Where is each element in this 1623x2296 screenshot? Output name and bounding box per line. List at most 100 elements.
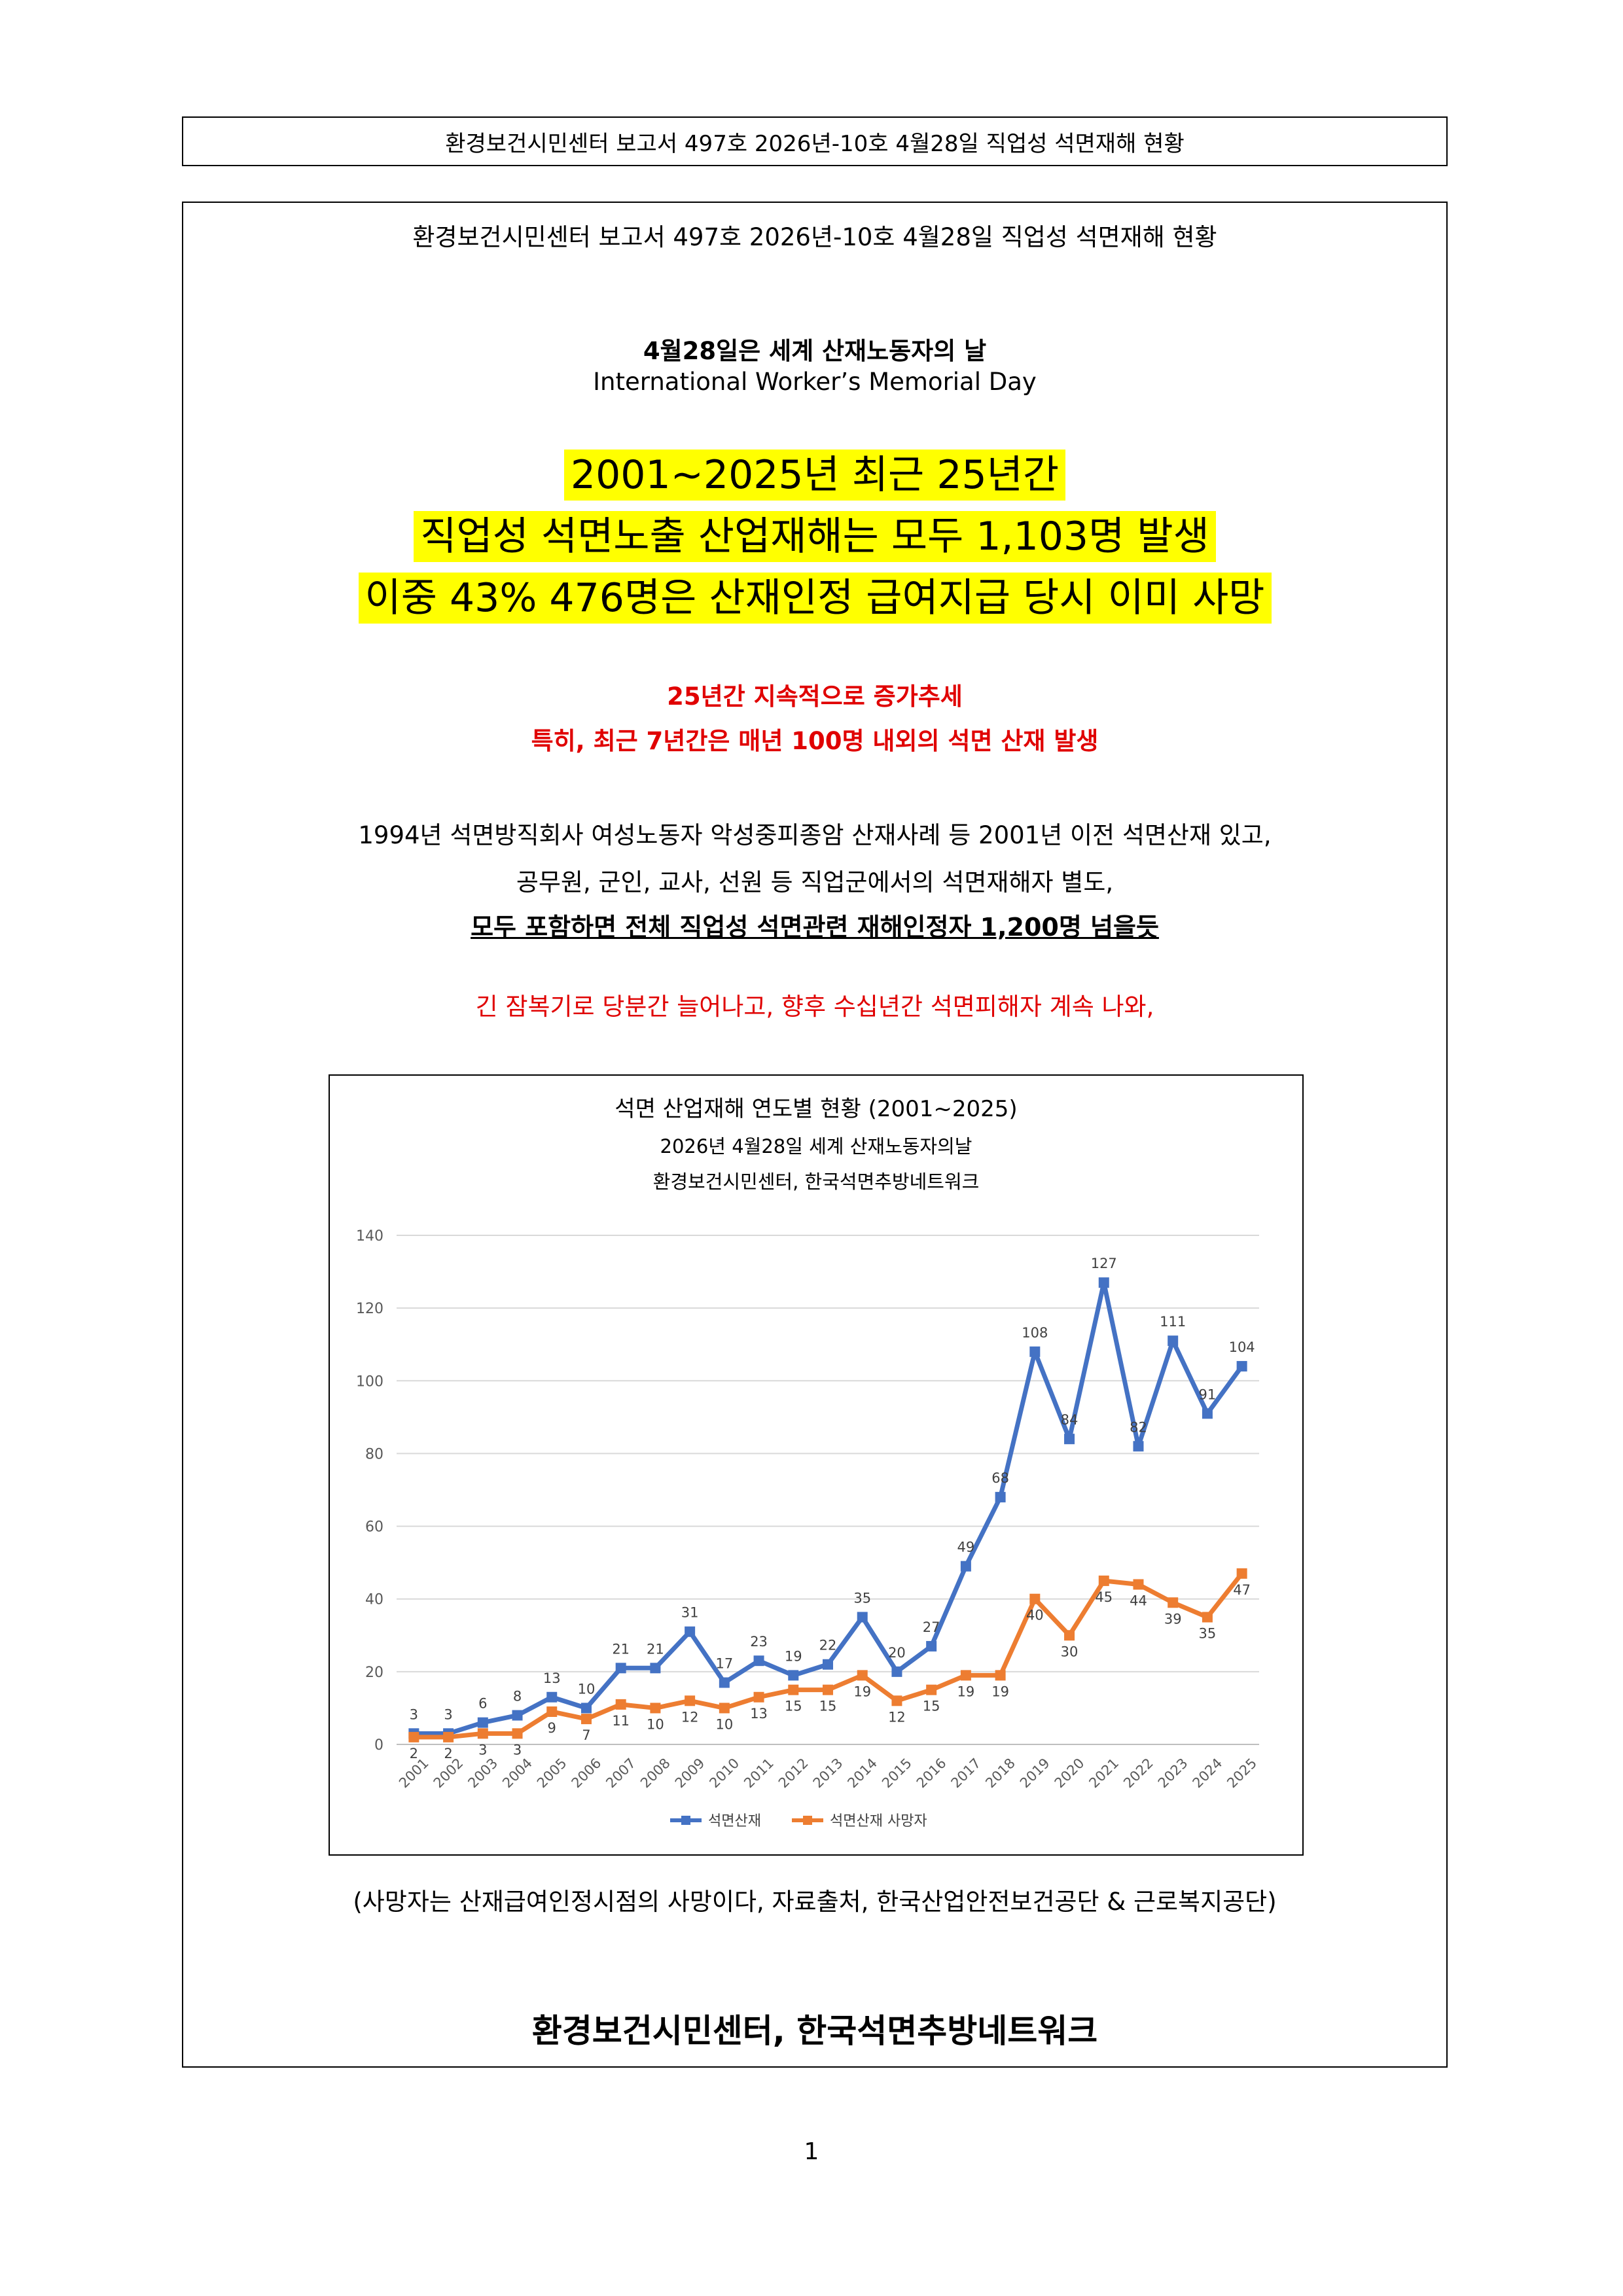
data-label: 44 bbox=[1130, 1593, 1147, 1608]
y-tick-label: 20 bbox=[365, 1665, 383, 1681]
series-2-point bbox=[1133, 1579, 1144, 1590]
series-2-point bbox=[443, 1731, 454, 1742]
data-label: 7 bbox=[582, 1727, 590, 1743]
y-tick-label: 140 bbox=[356, 1228, 383, 1245]
data-label: 23 bbox=[750, 1634, 768, 1650]
legend-marker-1 bbox=[681, 1816, 690, 1825]
warning-line: 긴 잠복기로 당분간 늘어나고, 향후 수십년간 석면피해자 계속 나와, bbox=[475, 993, 1154, 1021]
data-label: 17 bbox=[715, 1656, 733, 1672]
data-label: 27 bbox=[923, 1619, 940, 1635]
chart-svg: 석면 산업재해 연도별 현황 (2001~2025) 2026년 4월28일 세… bbox=[356, 1096, 1260, 1829]
data-label: 35 bbox=[853, 1591, 871, 1606]
data-label: 127 bbox=[1091, 1256, 1117, 1271]
series-2-point bbox=[1064, 1630, 1075, 1641]
data-label: 3 bbox=[444, 1706, 452, 1722]
series-1-point bbox=[1133, 1441, 1144, 1452]
data-label: 10 bbox=[715, 1716, 733, 1732]
data-label: 12 bbox=[681, 1709, 699, 1725]
series-1-point bbox=[1098, 1277, 1109, 1288]
x-tick-label: 2018 bbox=[982, 1755, 1018, 1791]
data-label: 20 bbox=[888, 1645, 906, 1661]
series-1-point bbox=[1168, 1335, 1179, 1347]
data-label: 30 bbox=[1061, 1644, 1079, 1659]
series-2-point bbox=[891, 1695, 902, 1706]
highlight-line-3: 이중 43% 476명은 산재인정 급여지급 당시 이미 사망 bbox=[183, 569, 1446, 627]
data-label: 12 bbox=[888, 1709, 906, 1725]
y-tick-label: 60 bbox=[365, 1519, 383, 1536]
x-tick-label: 2024 bbox=[1190, 1755, 1226, 1791]
series-2-point bbox=[788, 1684, 799, 1695]
series-2-point bbox=[580, 1714, 592, 1725]
data-label: 91 bbox=[1199, 1386, 1217, 1402]
data-label: 19 bbox=[957, 1684, 975, 1699]
data-label: 68 bbox=[991, 1470, 1009, 1486]
x-tick-label: 2015 bbox=[879, 1755, 915, 1791]
series-2-point bbox=[685, 1695, 696, 1706]
series-1-point bbox=[891, 1666, 902, 1677]
series-1-point bbox=[926, 1640, 937, 1651]
y-tick-label: 40 bbox=[365, 1592, 383, 1608]
data-label: 84 bbox=[1061, 1412, 1079, 1428]
series-1-point bbox=[580, 1703, 592, 1714]
highlight-line-1: 2001~2025년 최근 25년간 bbox=[183, 446, 1446, 504]
series-2-point bbox=[995, 1670, 1006, 1681]
data-label: 39 bbox=[1164, 1611, 1182, 1627]
series-1-point bbox=[823, 1659, 833, 1670]
series-2-point bbox=[1168, 1597, 1179, 1608]
series-1-point bbox=[477, 1717, 488, 1728]
data-label: 22 bbox=[819, 1638, 837, 1653]
underlined-summary: 모두 포함하면 전체 직업성 석면관련 재해인정자 1,200명 넘을듯 bbox=[471, 913, 1159, 942]
series-1-point bbox=[615, 1663, 626, 1674]
series-2-point bbox=[1029, 1593, 1041, 1604]
series-2-point bbox=[615, 1699, 626, 1710]
series-1-point bbox=[1202, 1408, 1213, 1419]
series-1-point bbox=[512, 1710, 523, 1721]
x-tick-label: 2019 bbox=[1017, 1755, 1053, 1791]
data-label: 19 bbox=[853, 1684, 871, 1699]
paragraph-line-2: 공무원, 군인, 교사, 선원 등 직업군에서의 석면재해자 별도, bbox=[516, 868, 1114, 896]
series-2-point bbox=[512, 1728, 523, 1739]
x-tick-label: 2009 bbox=[672, 1755, 708, 1791]
data-label: 21 bbox=[647, 1641, 664, 1657]
series-1-point bbox=[857, 1612, 868, 1623]
data-label: 35 bbox=[1199, 1626, 1217, 1642]
x-tick-label: 2025 bbox=[1224, 1755, 1260, 1791]
x-tick-label: 2005 bbox=[534, 1755, 570, 1791]
series-1-point bbox=[1064, 1434, 1075, 1445]
legend-marker-2 bbox=[803, 1816, 812, 1825]
asbestos-chart: 석면 산업재해 연도별 현황 (2001~2025) 2026년 4월28일 세… bbox=[329, 1074, 1304, 1856]
data-label: 8 bbox=[513, 1689, 522, 1704]
y-tick-label: 0 bbox=[374, 1737, 383, 1754]
x-tick-label: 2022 bbox=[1120, 1755, 1156, 1791]
series-1-point bbox=[650, 1663, 661, 1674]
data-label: 47 bbox=[1233, 1582, 1251, 1598]
series-1-point bbox=[719, 1677, 730, 1688]
page-number: 1 bbox=[804, 2138, 819, 2165]
report-subheading: 환경보건시민센터 보고서 497호 2026년-10호 4월28일 직업성 석면… bbox=[412, 223, 1217, 251]
x-tick-label: 2013 bbox=[810, 1755, 846, 1791]
x-tick-label: 2008 bbox=[637, 1755, 673, 1791]
x-tick-label: 2011 bbox=[741, 1755, 777, 1791]
paragraph-line-1: 1994년 석면방직회사 여성노동자 악성중피종암 산재사례 등 2001년 이… bbox=[358, 821, 1272, 849]
x-tick-label: 2006 bbox=[569, 1755, 605, 1791]
series-2-point bbox=[1202, 1612, 1213, 1623]
data-label: 3 bbox=[410, 1706, 418, 1722]
report-header: 환경보건시민센터 보고서 497호 2026년-10호 4월28일 직업성 석면… bbox=[182, 116, 1448, 166]
y-tick-label: 80 bbox=[365, 1446, 383, 1462]
chart-title: 석면 산업재해 연도별 현황 (2001~2025) bbox=[615, 1096, 1017, 1122]
data-label: 13 bbox=[543, 1670, 561, 1686]
series-1-point bbox=[960, 1561, 971, 1572]
data-label: 82 bbox=[1130, 1419, 1147, 1435]
memorial-day-title-en: International Worker’s Memorial Day bbox=[593, 368, 1037, 396]
chart-subtitle-1: 2026년 4월28일 세계 산재노동자의날 bbox=[660, 1135, 972, 1157]
trend-line-1: 25년간 지속적으로 증가추세 bbox=[667, 682, 963, 711]
data-label: 108 bbox=[1022, 1325, 1048, 1341]
x-tick-label: 2021 bbox=[1086, 1755, 1122, 1791]
y-tick-label: 100 bbox=[356, 1373, 383, 1390]
x-tick-label: 2012 bbox=[776, 1755, 812, 1791]
legend-label-2: 석면산재 사망자 bbox=[830, 1813, 927, 1829]
series-1-point bbox=[546, 1691, 558, 1703]
data-label: 45 bbox=[1095, 1589, 1113, 1605]
series-2-point bbox=[823, 1684, 833, 1695]
data-label: 111 bbox=[1160, 1314, 1186, 1330]
